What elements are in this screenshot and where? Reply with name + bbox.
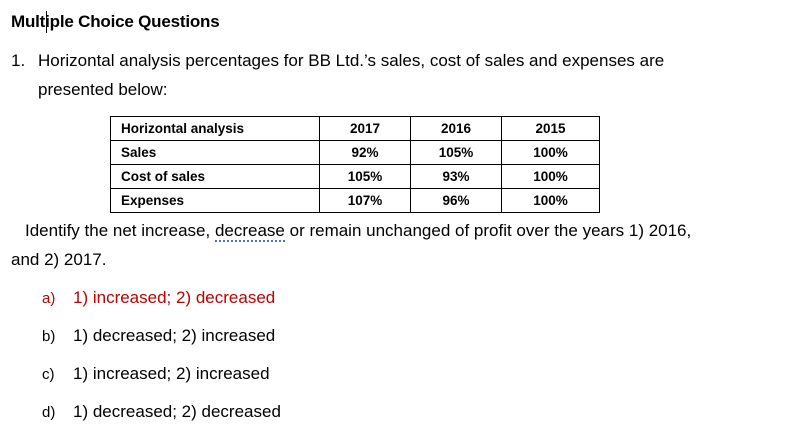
option-letter: c) [42, 366, 55, 383]
option-letter: d) [42, 404, 56, 421]
option-letter: a) [42, 290, 56, 307]
option-text: 1) increased; 2) decreased [73, 288, 276, 307]
question-number: 1. [11, 51, 26, 70]
table-cell: Sales [110, 140, 320, 165]
table-header-cell: Horizontal analysis [110, 116, 320, 141]
table-row: Sales 92% 105% 100% [110, 140, 600, 165]
option-letter: b) [42, 328, 56, 345]
table-cell: Cost of sales [110, 164, 320, 189]
question-prompt: Identify the net increase, decrease or r… [25, 221, 692, 242]
table-header-cell: 2017 [319, 116, 411, 141]
question-text-line-1: Horizontal analysis percentages for BB L… [38, 51, 665, 70]
table-cell: 105% [410, 140, 502, 165]
table-cell: 100% [501, 140, 600, 165]
option-c[interactable]: c) 1) increased; 2) increased [42, 364, 270, 384]
table-cell: 100% [501, 188, 600, 213]
question-text-line-2: presented below: [38, 80, 168, 99]
table-header-row: Horizontal analysis 2017 2016 2015 [110, 116, 600, 141]
table-header-cell: 2016 [410, 116, 502, 141]
table-cell: 100% [501, 164, 600, 189]
table-row: Cost of sales 105% 93% 100% [110, 164, 600, 189]
question-prompt-line-2: and 2) 2017. [11, 250, 107, 269]
horizontal-analysis-table: Horizontal analysis 2017 2016 2015 Sales… [110, 116, 600, 213]
option-text: 1) increased; 2) increased [73, 364, 270, 383]
text-cursor [46, 11, 47, 33]
option-text: 1) decreased; 2) decreased [73, 402, 281, 421]
option-a[interactable]: a) 1) increased; 2) decreased [42, 288, 275, 308]
table-row: Expenses 107% 96% 100% [110, 188, 600, 213]
table-header-cell: 2015 [501, 116, 600, 141]
table-cell: 92% [319, 140, 411, 165]
table-cell: 107% [319, 188, 411, 213]
table-cell: 93% [410, 164, 502, 189]
table-cell: 105% [319, 164, 411, 189]
option-b[interactable]: b) 1) decreased; 2) increased [42, 326, 275, 346]
table-cell: Expenses [110, 188, 320, 213]
option-text: 1) decreased; 2) increased [73, 326, 276, 345]
table-cell: 96% [410, 188, 502, 213]
prompt-text-before: Identify the net increase, [25, 221, 215, 240]
page-title: Multiple Choice Questions [11, 12, 220, 31]
option-d[interactable]: d) 1) decreased; 2) decreased [42, 402, 281, 422]
spellcheck-underlined-word: decrease [214, 221, 285, 242]
prompt-text-after: or remain unchanged of profit over the y… [284, 221, 692, 240]
